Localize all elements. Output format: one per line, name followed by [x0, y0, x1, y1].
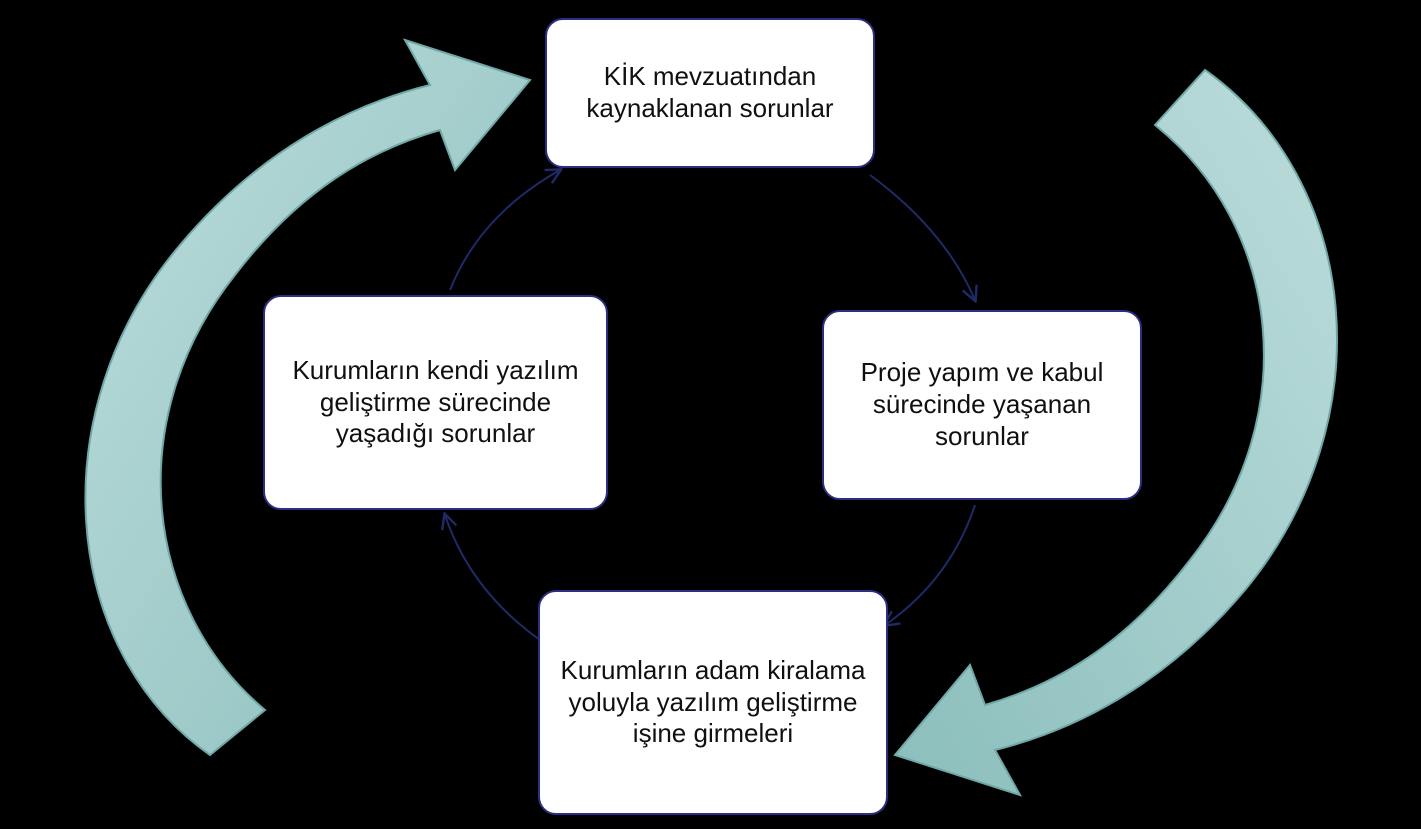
cycle-diagram: KİK mevzuatından kaynaklanan sorunlar Pr…	[0, 0, 1421, 829]
node-bottom-label: Kurumların adam kiralama yoluyla yazılım…	[558, 655, 868, 750]
node-right: Proje yapım ve kabul sürecinde yaşanan s…	[822, 310, 1142, 500]
node-left: Kurumların kendi yazılım geliştirme süre…	[263, 295, 608, 510]
node-top: KİK mevzuatından kaynaklanan sorunlar	[545, 18, 875, 168]
edge-bottom-left	[445, 515, 540, 640]
edge-right-bottom	[885, 505, 975, 625]
node-bottom: Kurumların adam kiralama yoluyla yazılım…	[538, 590, 888, 815]
edge-top-right	[870, 175, 975, 300]
node-right-label: Proje yapım ve kabul sürecinde yaşanan s…	[842, 357, 1122, 452]
node-left-label: Kurumların kendi yazılım geliştirme süre…	[283, 355, 588, 450]
node-top-label: KİK mevzuatından kaynaklanan sorunlar	[565, 61, 855, 124]
edge-left-top	[450, 170, 560, 290]
